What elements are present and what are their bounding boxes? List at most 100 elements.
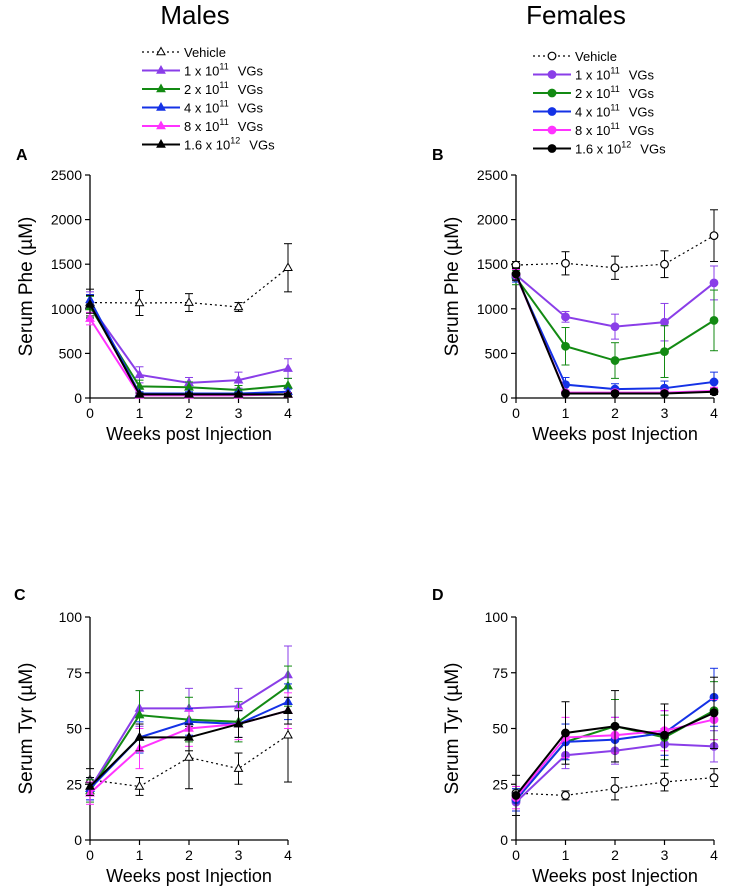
data-point [561,790,570,800]
legend-marker-vehicle [156,46,166,56]
y-tick-label: 25 [492,776,508,792]
data-point [709,377,719,387]
y-tick-label: 75 [492,665,508,681]
legend-marker-2-x-10-11-vgs [547,88,557,98]
data-point [184,297,194,306]
panel-label-c: C [14,587,26,604]
legend-marker-1-x-10-11-vgs [547,70,557,79]
x-axis-title: Weeks post Injection [106,866,272,886]
x-tick-label: 1 [562,847,570,863]
data-point [709,231,719,241]
legend-marker-1-6-x-10-12-vgs [547,144,557,153]
data-point [610,263,620,273]
males-header: Males [160,0,229,30]
data-point [134,709,145,719]
data-point [610,784,620,794]
legend-label-8-x-10-11-vgs: 8 x 1011 VGs [184,117,264,134]
series-1-6-x-10-12-vgs [85,696,293,796]
data-point [85,780,95,790]
data-point [610,721,620,731]
data-point [134,780,145,790]
series-line [515,776,715,797]
x-tick-label: 4 [284,847,292,863]
females-header: Females [526,0,626,30]
y-tick-label: 0 [500,390,508,406]
legend-marker-2-x-10-11-vgs [156,83,166,93]
data-point [709,773,719,782]
legend-label-4-x-10-11-vgs: 4 x 1011 VGs [575,103,655,120]
legend-marker-4-x-10-11-vgs [156,101,166,111]
x-tick-label: 1 [562,405,570,421]
data-point [134,731,145,741]
x-tick-label: 3 [235,405,243,421]
data-point [134,297,145,307]
x-tick-label: 3 [661,405,669,421]
y-tick-label: 100 [485,609,509,625]
panel-a: A 0 500 1000 1500 2000 2500 0 1 2 3 4 Weeks post Inj… [16,147,293,444]
data-point [561,258,570,268]
x-tick-label: 2 [611,405,619,421]
data-point [610,356,620,365]
data-point [660,259,669,269]
legend-label-2-x-10-11-vgs: 2 x 1011 VGs [575,84,655,101]
y-axis-title: Serum Tyr (µM) [442,663,463,795]
panel-label-d: D [432,587,444,604]
y-tick-label: 1500 [51,256,82,272]
y-tick-label: 1000 [51,301,82,317]
panel-b: B 0 500 1000 1500 2000 2500 0 1 2 3 4 Weeks post Inj… [432,147,719,444]
legend-marker-4-x-10-11-vgs [547,107,557,116]
data-point [283,729,293,739]
panel-c: C 0 25 50 75 100 0 1 2 3 4 Weeks post Injection Seru… [14,587,293,886]
legend-label-1-6-x-10-12-vgs: 1.6 x 1012 VGs [184,136,275,153]
y-tick-label: 50 [66,721,82,737]
data-point [660,347,669,357]
legend-label-4-x-10-11-vgs: 4 x 1011 VGs [184,99,264,116]
panel-d: D 0 25 50 75 100 0 1 2 3 4 Weeks post Injection Seru… [432,587,719,886]
data-point [561,389,570,398]
data-point [233,763,244,772]
legend-label-vehicle: Vehicle [575,49,617,64]
data-point [233,718,244,728]
data-point [184,388,194,398]
data-point [660,730,669,740]
data-point [85,313,95,322]
data-point [561,728,570,738]
x-tick-label: 0 [86,405,94,421]
series-vehicle [85,243,293,317]
data-point [283,262,293,272]
y-axis-title: Serum Tyr (µM) [16,663,37,795]
y-tick-label: 0 [74,390,82,406]
data-point [283,388,293,398]
legend-label-vehicle: Vehicle [184,45,226,60]
data-point [561,341,570,351]
data-point [184,731,194,741]
data-point [709,315,719,325]
y-tick-label: 2000 [51,212,82,228]
x-tick-label: 2 [185,847,193,863]
data-point [709,387,719,397]
data-point [233,388,244,398]
panel-label-a: A [16,147,28,164]
y-tick-label: 1000 [477,301,508,317]
x-tick-label: 2 [611,847,619,863]
x-axis-title: Weeks post Injection [106,424,272,444]
x-tick-label: 2 [185,405,193,421]
x-tick-label: 1 [136,405,144,421]
series-1-6-x-10-12-vgs [511,676,719,816]
x-tick-label: 1 [136,847,144,863]
y-tick-label: 500 [485,345,509,361]
series-line [89,304,289,384]
data-point [610,322,620,332]
legend-label-8-x-10-11-vgs: 8 x 1011 VGs [575,121,655,138]
y-tick-label: 25 [66,776,82,792]
legend-label-1-6-x-10-12-vgs: 1.6 x 1012 VGs [575,140,666,157]
data-point [511,269,521,279]
series-vehicle [511,209,719,280]
series-1-6-x-10-12-vgs [85,294,293,398]
data-point [233,301,244,311]
legend-label-2-x-10-11-vgs: 2 x 1011 VGs [184,80,264,97]
legend-marker-1-6-x-10-12-vgs [156,138,166,148]
